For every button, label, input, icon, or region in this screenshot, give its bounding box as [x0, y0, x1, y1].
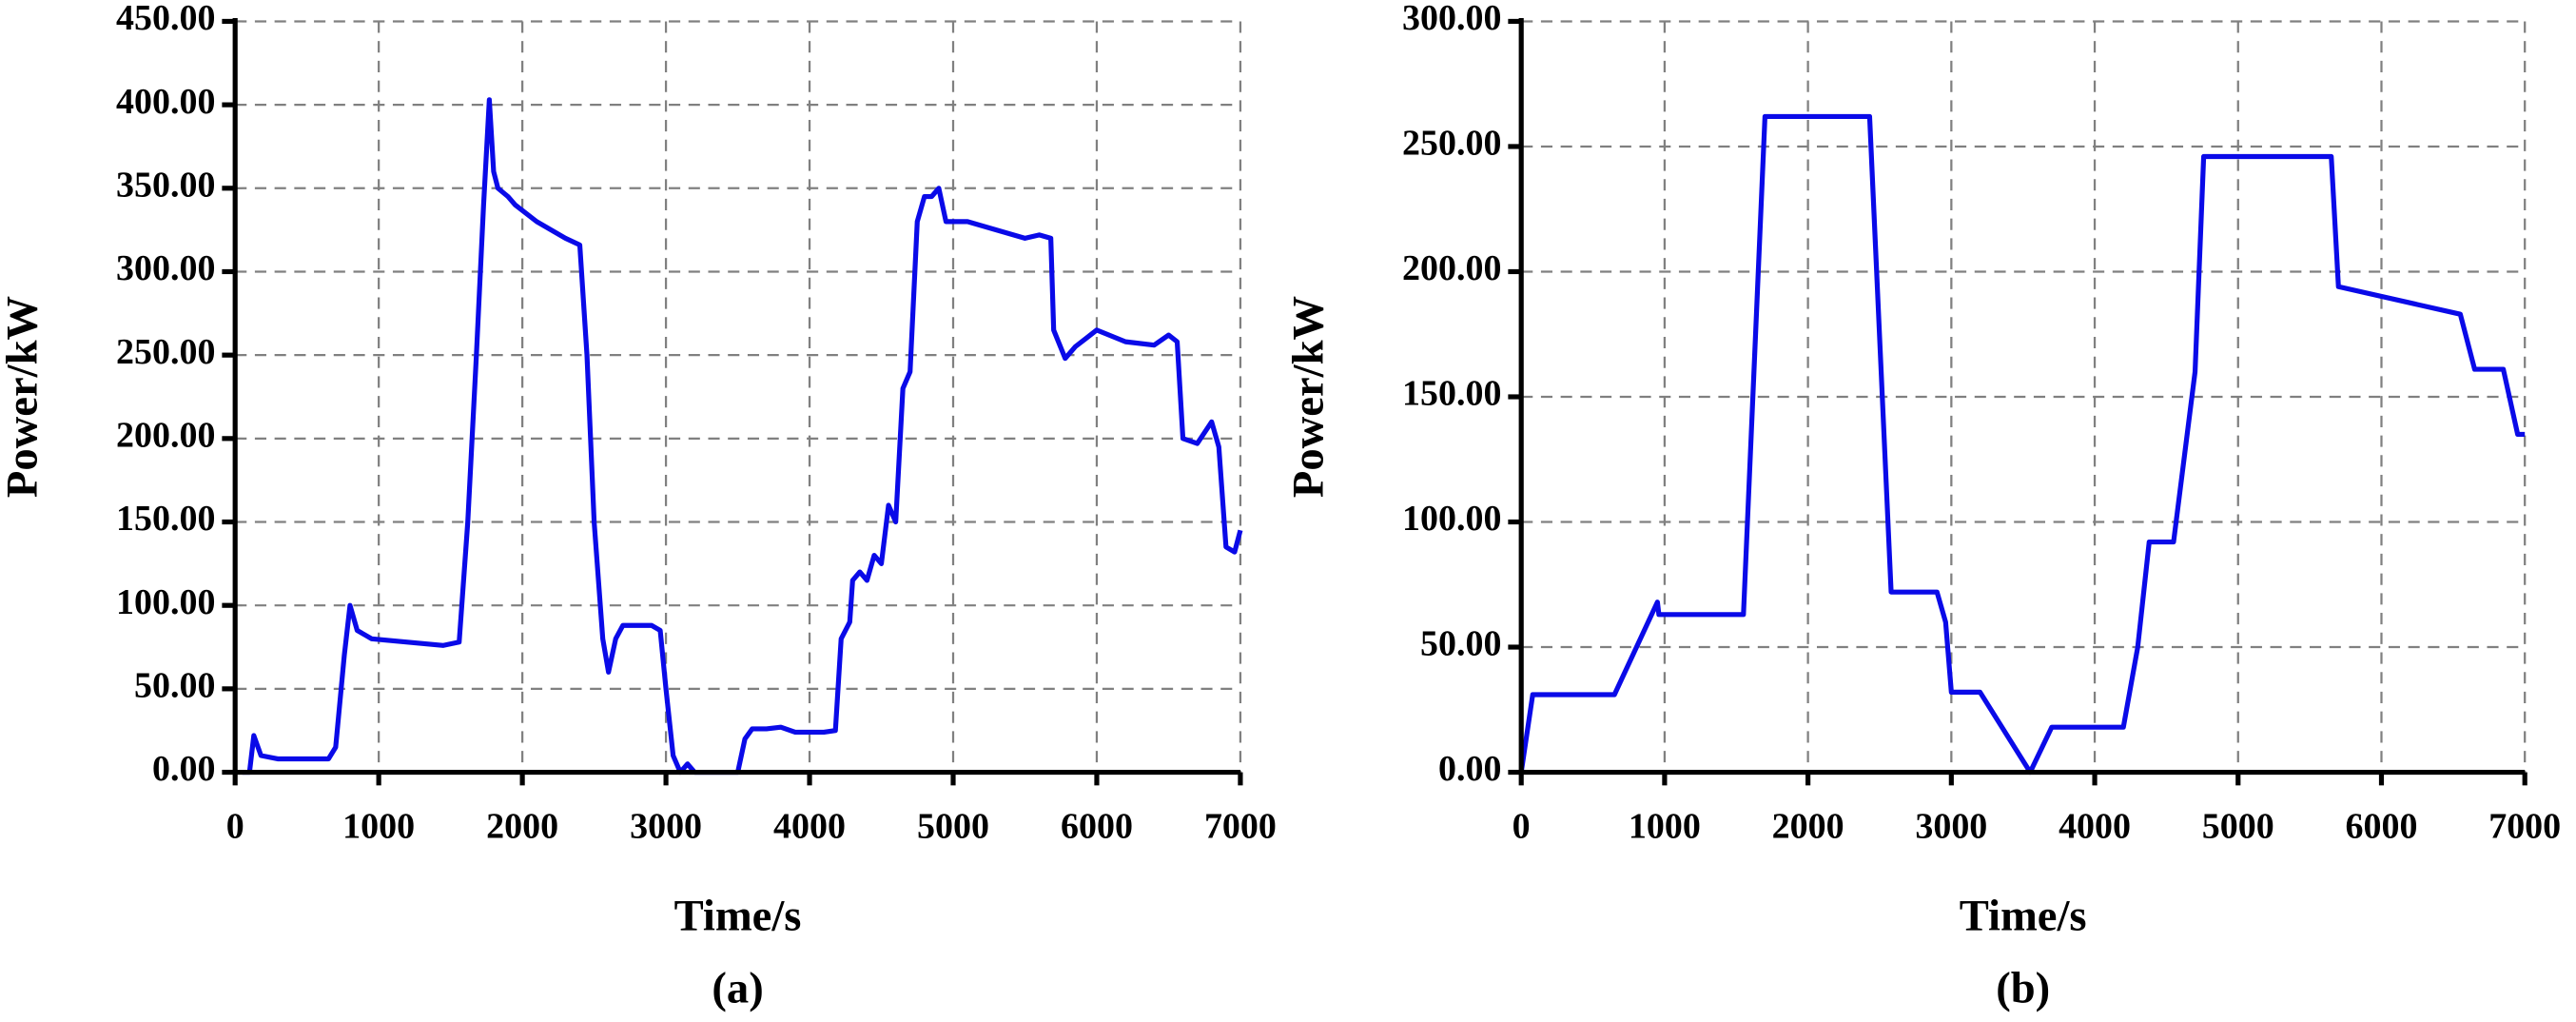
- y-tick-label: 150.00: [1402, 374, 1501, 414]
- x-tick-label: 0: [226, 807, 244, 847]
- data-line: [242, 97, 1243, 776]
- y-tick-label: 50.00: [134, 666, 215, 706]
- y-tick-label: 400.00: [116, 82, 215, 122]
- y-tick-label: 0.00: [1438, 749, 1501, 789]
- y-axis-label: Power/kW: [0, 296, 48, 498]
- y-tick-label: 250.00: [116, 332, 215, 372]
- x-tick-label: 3000: [1915, 807, 1987, 847]
- y-tick-label: 200.00: [1402, 248, 1501, 288]
- x-tick-label: 6000: [2346, 807, 2418, 847]
- y-tick-label: 100.00: [1402, 499, 1501, 539]
- y-tick-label: 200.00: [116, 416, 215, 456]
- x-tick-label: 4000: [773, 807, 846, 847]
- data-line: [1518, 113, 2526, 776]
- x-axis-label: Time/s: [674, 892, 802, 941]
- y-tick-label: 250.00: [1402, 124, 1501, 164]
- x-tick-label: 0: [1512, 807, 1531, 847]
- y-tick-label: 0.00: [152, 749, 215, 789]
- x-tick-label: 4000: [2059, 807, 2131, 847]
- x-tick-label: 7000: [1204, 807, 1277, 847]
- y-tick-label: 100.00: [116, 582, 215, 622]
- y-tick-label: 300.00: [116, 248, 215, 288]
- x-axis-label: Time/s: [1960, 892, 2087, 941]
- x-tick-label: 2000: [486, 807, 558, 847]
- x-tick-label: 3000: [630, 807, 702, 847]
- caption: (b): [1996, 964, 2050, 1013]
- y-tick-label: 450.00: [116, 0, 215, 38]
- y-tick-label: 300.00: [1402, 0, 1501, 38]
- x-tick-label: 5000: [917, 807, 989, 847]
- y-tick-label: 50.00: [1420, 624, 1501, 664]
- x-tick-label: 6000: [1061, 807, 1133, 847]
- x-tick-label: 7000: [2488, 807, 2561, 847]
- x-tick-label: 1000: [1629, 807, 1701, 847]
- caption: (a): [712, 964, 763, 1013]
- x-tick-label: 1000: [342, 807, 415, 847]
- x-tick-label: 5000: [2202, 807, 2274, 847]
- y-tick-label: 150.00: [116, 499, 215, 539]
- y-tick-label: 350.00: [116, 166, 215, 206]
- x-tick-label: 2000: [1772, 807, 1844, 847]
- y-axis-label: Power/kW: [1284, 296, 1334, 498]
